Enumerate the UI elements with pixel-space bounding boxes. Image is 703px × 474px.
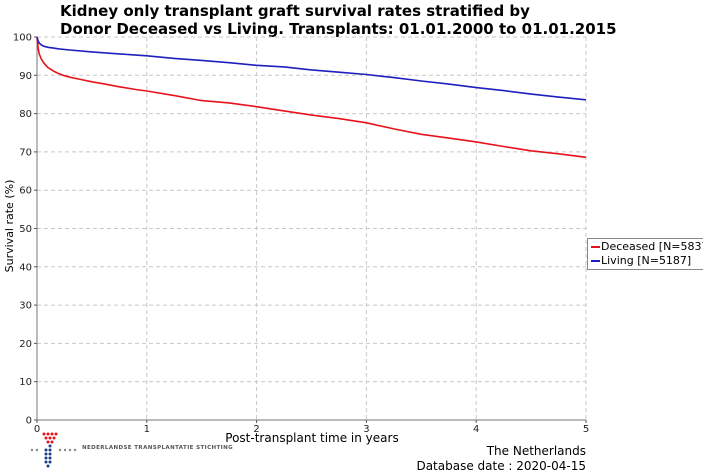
logo-dot-blue [44, 456, 48, 460]
chart-title-line-1: Kidney only transplant graft survival ra… [60, 2, 530, 20]
chart-title: Kidney only transplant graft survival ra… [60, 2, 620, 38]
legend-label-living: Living [N=5187] [601, 254, 692, 267]
legend-swatch-living [591, 260, 600, 262]
y-tick-label: 100 [13, 33, 32, 44]
logo-dot-red [50, 432, 54, 436]
logo-dot-grey [35, 448, 39, 452]
y-tick-label: 40 [19, 262, 32, 273]
logo-dot-blue [48, 448, 52, 452]
legend-item-living: Living [N=5187] [591, 254, 703, 268]
logo-dot-red [46, 440, 50, 444]
logo-dot-red [48, 436, 52, 440]
x-axis-label: Post-transplant time in years [225, 431, 398, 445]
chart-ticks: 0 10 20 30 40 50 60 70 80 90 100 0 1 2 3 4 5 [13, 33, 589, 436]
logo-dot-blue [48, 460, 52, 464]
x-tick-label: 4 [473, 424, 479, 435]
logo-dot-red [42, 432, 46, 436]
logo-dot-red [46, 432, 50, 436]
footer-info: The Netherlands Database date : 2020-04-… [416, 444, 586, 474]
logo-text: NEDERLANDSE TRANSPLANTATIE STICHTING [82, 445, 234, 451]
chart-title-line-2: Donor Deceased vs Living. Transplants: 0… [60, 20, 617, 38]
logo-dot-blue [48, 444, 52, 448]
y-tick-label: 0 [26, 416, 32, 427]
x-tick-label: 0 [34, 424, 40, 435]
logo-dot-red [52, 436, 56, 440]
logo-dot-red [50, 440, 54, 444]
x-tick-label: 3 [363, 424, 369, 435]
x-tick-label: 5 [583, 424, 589, 435]
chart-series [36, 36, 587, 159]
legend-label-deceased: Deceased [N=5837] [601, 240, 703, 253]
logo-dot-blue [48, 456, 52, 460]
y-tick-label: 60 [19, 186, 32, 197]
y-tick-label: 30 [19, 301, 32, 312]
y-tick-label: 50 [19, 224, 32, 235]
logo-dot-grey [63, 448, 67, 452]
logo-dot-grey [73, 448, 77, 452]
logo-dot-grey [68, 448, 72, 452]
logo-dot-red [44, 436, 48, 440]
logo-dot-blue [44, 460, 48, 464]
logo-dot-red [54, 432, 58, 436]
logo-dot-grey [30, 448, 34, 452]
nts-logo [30, 432, 77, 468]
footer-database-date: Database date : 2020-04-15 [416, 459, 586, 473]
legend-swatch-deceased [591, 246, 600, 248]
series-line-living [36, 36, 587, 101]
series-line-deceased [36, 36, 587, 159]
logo-dot-blue [48, 452, 52, 456]
y-tick-label: 10 [19, 377, 32, 388]
chart-legend: Deceased [N=5837] Living [N=5187] [587, 238, 703, 270]
y-tick-label: 70 [19, 147, 32, 158]
logo-dot-grey [58, 448, 62, 452]
footer-country: The Netherlands [486, 444, 586, 458]
logo-dot-blue [44, 448, 48, 452]
x-tick-label: 2 [253, 424, 259, 435]
legend-item-deceased: Deceased [N=5837] [591, 240, 703, 254]
y-tick-label: 20 [19, 339, 32, 350]
chart-grid [36, 36, 587, 421]
y-axis-label: Survival rate (%) [3, 180, 16, 273]
logo-dots-icon [30, 432, 77, 468]
logo-dot-blue [44, 452, 48, 456]
logo-dot-blue [46, 464, 50, 468]
y-tick-label: 90 [19, 71, 32, 82]
y-tick-label: 80 [19, 109, 32, 120]
x-tick-label: 1 [144, 424, 150, 435]
